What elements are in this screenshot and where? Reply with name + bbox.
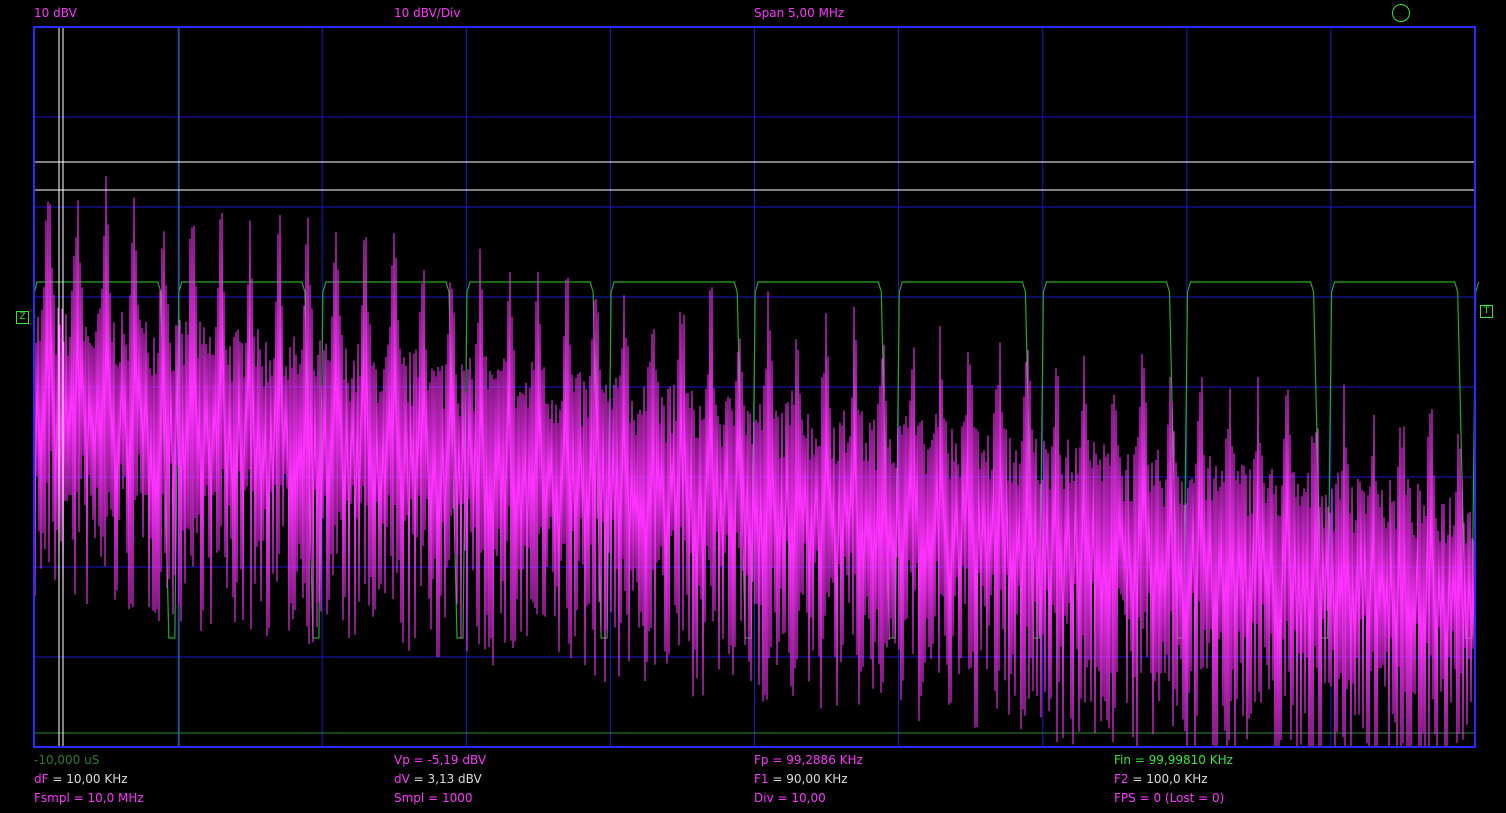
- f1-readout: F1 = 90,00 KHz: [754, 772, 848, 786]
- div-readout: Div = 10,00: [754, 791, 826, 805]
- channel-marker-left[interactable]: Z: [16, 311, 29, 324]
- spectrum-line: [33, 175, 1476, 748]
- f2-label: F2: [1114, 772, 1129, 786]
- cursor-lines: [34, 27, 1475, 747]
- vp-readout: Vp = -5,19 dBV: [394, 753, 487, 767]
- f2-value: = 100,0 KHz: [1128, 772, 1208, 786]
- samples-readout: Smpl = 1000: [394, 791, 473, 805]
- df-label: dF: [34, 772, 49, 786]
- fsmpl-readout: Fsmpl = 10,0 MHz: [34, 791, 144, 805]
- dv-value: = 3,13 dBV: [409, 772, 482, 786]
- dv-readout: dV = 3,13 dBV: [394, 772, 482, 786]
- spectrum-trace: [33, 175, 1476, 748]
- fin-readout: Fin = 99,99810 KHz: [1114, 753, 1233, 767]
- status-indicator-icon[interactable]: [1392, 4, 1410, 22]
- df-readout: dF = 10,00 KHz: [34, 772, 128, 786]
- df-value: = 10,00 KHz: [48, 772, 128, 786]
- volts-per-div-label: 10 dBV/Div: [394, 6, 461, 20]
- plot-frame: [33, 26, 1476, 748]
- f1-value: = 90,00 KHz: [768, 772, 848, 786]
- f1-label: F1: [754, 772, 769, 786]
- time-offset-readout: -10,000 uS: [34, 753, 100, 767]
- f2-readout: F2 = 100,0 KHz: [1114, 772, 1208, 786]
- scale-label: 10 dBV: [34, 6, 77, 20]
- fp-readout: Fp = 99,2886 KHz: [754, 753, 863, 767]
- fps-readout: FPS = 0 (Lost = 0): [1114, 791, 1225, 805]
- trigger-marker-right[interactable]: T: [1480, 305, 1493, 318]
- dv-label: dV: [394, 772, 410, 786]
- fsmpl-value: = 10,0 MHz: [69, 791, 144, 805]
- fsmpl-label: Fsmpl: [34, 791, 70, 805]
- square-wave-line: [33, 281, 1480, 639]
- span-label: Span 5,00 MHz: [754, 6, 845, 20]
